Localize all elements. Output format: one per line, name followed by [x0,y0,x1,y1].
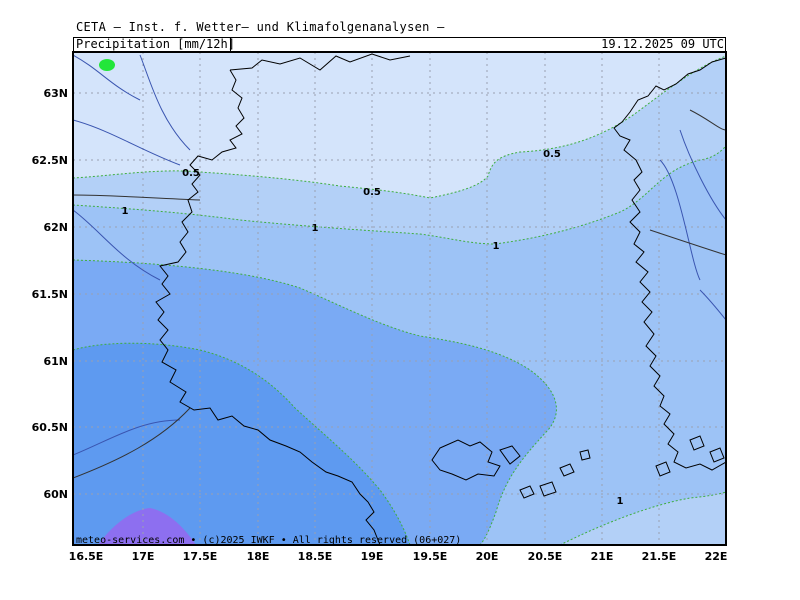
copyright-footer: meteo-services.com • (c)2025 IWKF • All … [76,535,462,546]
lat-tick: 62N [43,221,68,234]
contour-label: 0.5 [363,187,381,198]
contour-lines [73,55,726,545]
contour-label: 1 [617,496,624,507]
contour-label: 1 [122,206,129,217]
lat-tick: 60.5N [32,421,68,434]
band-5-10 [73,343,410,545]
contour-labels: 0.5 0.5 0.5 1 1 1 1 [122,149,624,507]
map-fields: 0.5 0.5 0.5 1 1 1 1 [73,52,726,545]
contour-label: 0.5 [543,149,561,160]
lon-tick-labels: 16.5E 17E 17.5E 18E 18.5E 19E 19.5E 20E … [69,550,728,563]
lon-tick: 18E [247,550,270,563]
lon-tick: 19E [361,550,384,563]
gridlines [73,52,726,545]
contour-label: 0.5 [182,168,200,179]
contour-label: 1 [493,241,500,252]
lon-tick: 21E [591,550,614,563]
borders-and-rivers [73,54,726,479]
coastline-west [155,53,411,545]
lat-tick-labels: 63N 62.5N 62N 61.5N 61N 60.5N 60N [32,87,68,501]
header-frame [73,37,726,51]
parameter-label: Precipitation [mm/12h] [76,37,235,51]
map-frame [72,51,727,546]
valid-time: 19.12.2025 09 UTC [601,37,724,51]
lon-tick: 19.5E [413,550,448,563]
aland-islands [431,435,725,499]
lat-tick: 63N [43,87,68,100]
lon-tick: 17E [132,550,155,563]
band-10-plus [98,508,196,545]
band-right-1-2 [560,492,726,545]
lat-tick: 61N [43,355,68,368]
header-separator [230,38,231,51]
lon-tick: 21.5E [642,550,677,563]
coastline-east [613,57,726,471]
lon-tick: 18.5E [298,550,333,563]
lat-tick: 61.5N [32,288,68,301]
lon-tick: 20.5E [528,550,563,563]
lon-tick: 20E [476,550,499,563]
lon-tick: 17.5E [183,550,218,563]
lon-tick: 22E [705,550,728,563]
lat-tick: 60N [43,488,68,501]
lat-tick: 62.5N [32,154,68,167]
chart-title: CETA — Inst. f. Wetter— und Klimafolgena… [76,20,445,34]
precip-cell-green [99,59,115,71]
lon-tick: 16.5E [69,550,104,563]
contour-label: 1 [312,223,319,234]
